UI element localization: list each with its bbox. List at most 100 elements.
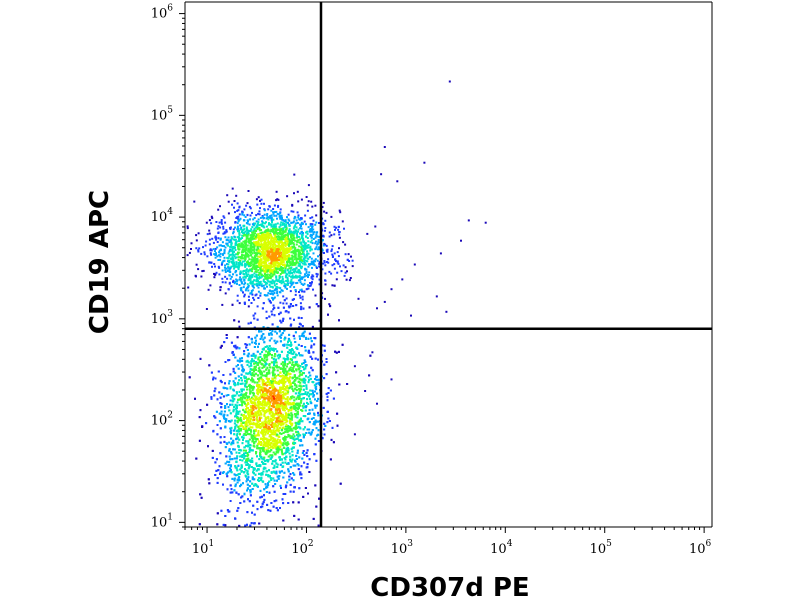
data-point	[283, 263, 286, 266]
data-point	[280, 289, 283, 292]
data-point	[314, 294, 317, 297]
data-point	[290, 221, 293, 224]
data-point	[248, 223, 251, 226]
data-point	[263, 202, 265, 205]
data-point	[221, 277, 224, 280]
data-point	[259, 260, 262, 263]
data-point	[286, 287, 288, 290]
data-point	[267, 228, 270, 231]
data-point	[289, 270, 292, 273]
data-point	[348, 279, 351, 282]
data-point	[246, 234, 249, 237]
data-point	[248, 279, 251, 282]
data-point	[237, 215, 240, 218]
data-point	[283, 220, 286, 223]
data-point	[264, 271, 267, 274]
data-point	[322, 201, 325, 204]
data-point	[250, 292, 253, 294]
data-point	[344, 253, 347, 256]
data-point	[237, 248, 240, 251]
data-point	[307, 240, 310, 243]
data-point	[287, 271, 290, 274]
data-point	[278, 231, 280, 234]
data-point	[218, 273, 221, 276]
data-point	[309, 284, 312, 287]
data-point	[281, 235, 283, 238]
data-point	[247, 289, 250, 292]
data-point	[231, 257, 234, 260]
data-point	[273, 271, 275, 274]
data-point	[291, 260, 294, 263]
data-point	[243, 273, 246, 276]
data-point	[312, 262, 315, 265]
data-point	[279, 249, 282, 252]
data-point	[244, 256, 247, 259]
data-point	[276, 292, 279, 294]
data-point	[270, 248, 273, 251]
data-point	[250, 282, 253, 285]
data-point	[243, 214, 246, 217]
data-point	[238, 232, 241, 235]
data-point	[246, 254, 249, 256]
data-point	[235, 261, 238, 264]
data-point	[272, 268, 275, 271]
data-point	[257, 269, 260, 272]
data-point	[224, 221, 227, 224]
data-point	[247, 249, 250, 252]
data-point	[305, 271, 308, 274]
data-point	[296, 240, 299, 243]
data-point	[248, 258, 251, 261]
data-point	[265, 273, 268, 276]
data-point	[274, 231, 277, 234]
data-point	[291, 234, 294, 236]
data-point	[278, 257, 281, 260]
data-point	[248, 276, 251, 279]
data-point	[239, 244, 242, 247]
data-point	[288, 258, 290, 260]
data-point	[273, 234, 276, 237]
data-point	[273, 226, 276, 228]
data-point	[276, 272, 279, 274]
data-point	[230, 240, 233, 243]
data-point	[276, 217, 278, 220]
data-point	[303, 263, 306, 266]
data-point	[293, 258, 296, 261]
data-point	[310, 230, 313, 233]
data-point	[287, 221, 289, 224]
data-point	[280, 251, 283, 254]
data-point	[303, 279, 306, 282]
data-point	[269, 215, 272, 217]
data-point	[306, 232, 309, 235]
data-point	[220, 219, 223, 221]
data-point	[220, 248, 222, 251]
data-point	[305, 196, 308, 198]
data-point	[246, 214, 249, 217]
data-point	[228, 281, 231, 284]
data-point	[201, 270, 204, 273]
data-point	[280, 247, 283, 249]
data-point	[253, 298, 256, 301]
data-point	[256, 222, 259, 225]
data-point	[268, 276, 270, 279]
data-point	[267, 216, 270, 219]
data-point	[208, 261, 211, 264]
data-point	[299, 224, 302, 227]
data-point	[224, 292, 227, 295]
data-point	[206, 255, 209, 258]
data-point	[271, 279, 274, 282]
data-point	[219, 205, 221, 208]
data-point	[227, 263, 230, 266]
data-point	[277, 204, 280, 207]
data-point	[280, 221, 283, 224]
data-point	[289, 261, 292, 264]
data-point	[314, 236, 317, 239]
data-point	[215, 252, 217, 255]
data-point	[297, 253, 300, 256]
data-point	[245, 255, 248, 258]
data-point	[244, 275, 247, 278]
data-point	[306, 237, 309, 239]
data-point	[270, 246, 273, 249]
data-point	[311, 234, 314, 237]
data-point	[306, 252, 309, 255]
data-point	[246, 219, 249, 222]
